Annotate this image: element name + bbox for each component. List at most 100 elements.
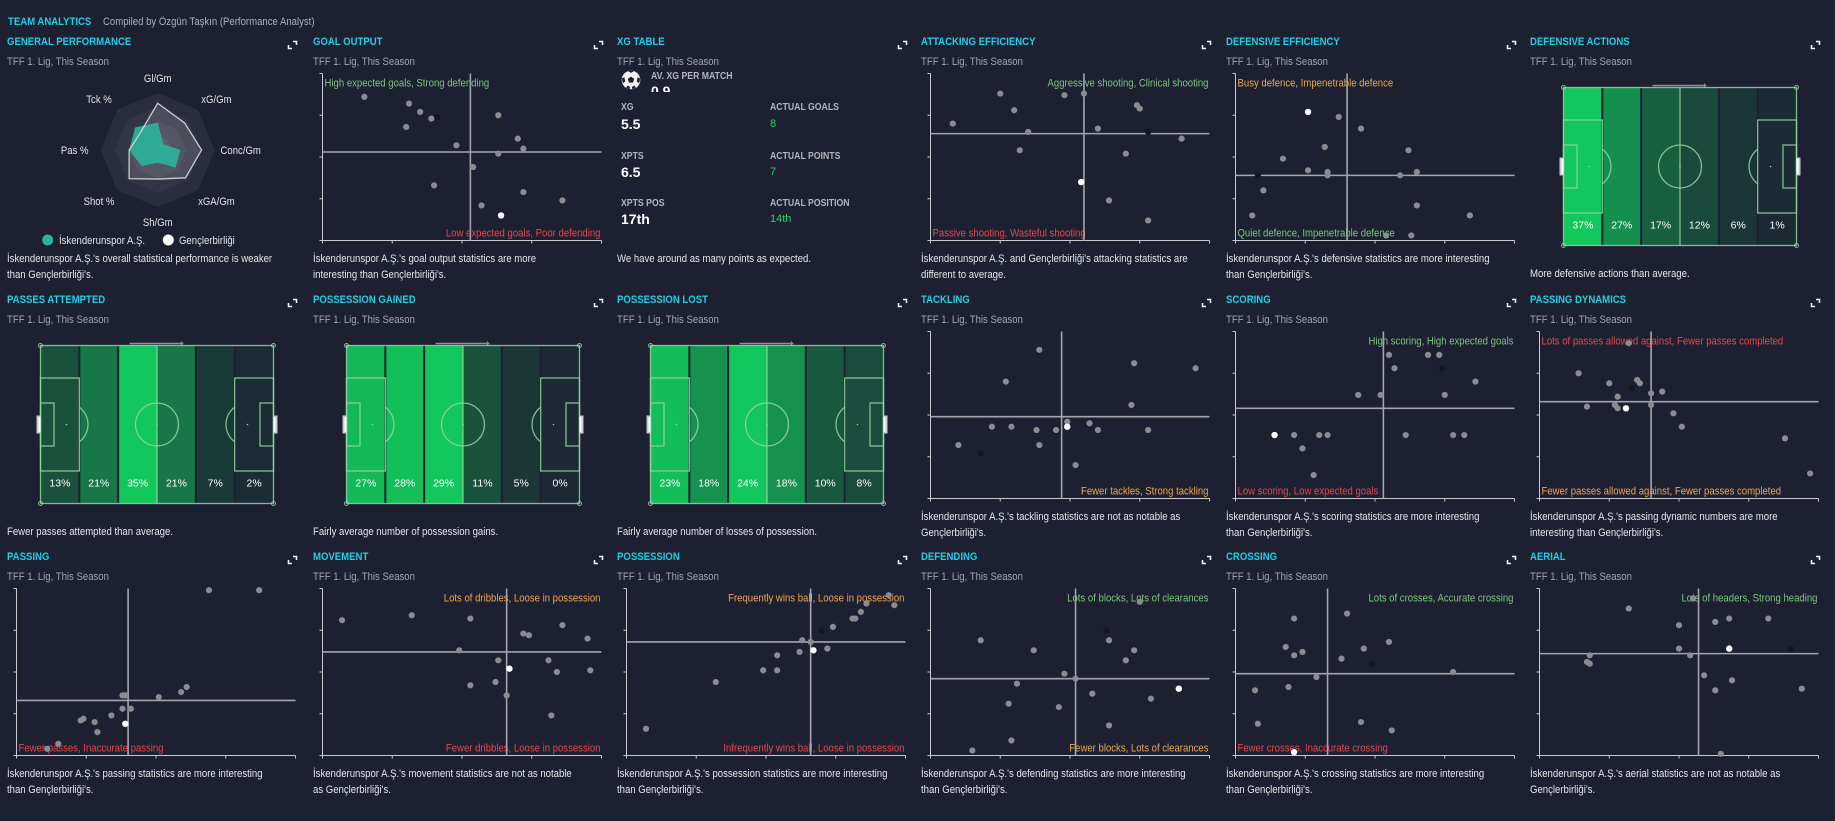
scatter-point[interactable] — [1105, 197, 1113, 204]
pitch-zone[interactable] — [462, 345, 502, 504]
scatter-point[interactable] — [1450, 668, 1457, 676]
scatter-point[interactable] — [1136, 105, 1143, 112]
scatter-point[interactable] — [1094, 426, 1101, 434]
expand-button[interactable] — [287, 555, 298, 565]
scatter-point[interactable] — [338, 617, 346, 624]
scatter-point[interactable] — [122, 692, 129, 699]
scatter-point[interactable] — [1385, 638, 1393, 646]
scatter-point[interactable] — [1391, 365, 1398, 372]
scatter-point[interactable] — [949, 120, 956, 127]
scatter-point[interactable] — [1338, 655, 1345, 662]
scatter-point[interactable] — [44, 745, 51, 752]
scatter-point[interactable] — [1586, 652, 1593, 659]
scatter-point[interactable] — [1131, 360, 1138, 367]
expand-button[interactable] — [1506, 298, 1517, 308]
scatter-point[interactable] — [1147, 695, 1155, 702]
scatter-point[interactable] — [1011, 107, 1018, 114]
scatter-point[interactable] — [1299, 648, 1306, 656]
scatter-point[interactable] — [1013, 680, 1021, 687]
scatter-point[interactable] — [1765, 615, 1772, 622]
pitch-zone[interactable] — [1640, 87, 1680, 246]
scatter-point[interactable] — [1659, 388, 1666, 395]
scatter-point[interactable] — [1606, 380, 1613, 387]
scatter-point[interactable] — [1377, 391, 1384, 399]
scatter-point[interactable] — [1016, 147, 1023, 154]
expand-icon[interactable] — [897, 40, 908, 50]
expand-button[interactable] — [287, 298, 298, 308]
scatter-point-highlight[interactable] — [1622, 405, 1630, 412]
scatter-point[interactable] — [988, 423, 995, 430]
pitch-zone[interactable] — [1757, 87, 1796, 246]
expand-icon[interactable] — [897, 555, 908, 565]
scatter-point[interactable] — [1086, 420, 1093, 427]
scatter-point[interactable] — [829, 623, 837, 631]
scatter-point[interactable] — [1402, 431, 1409, 439]
pitch-zone[interactable] — [346, 345, 385, 504]
expand-button[interactable] — [897, 555, 908, 565]
scatter-point[interactable] — [183, 683, 190, 691]
scatter-point[interactable] — [1807, 470, 1814, 477]
scatter-point[interactable] — [1145, 217, 1152, 224]
scatter-point[interactable] — [1625, 605, 1632, 612]
scatter-point[interactable] — [127, 705, 134, 712]
scatter-point[interactable] — [1357, 719, 1365, 726]
expand-button[interactable] — [897, 40, 908, 50]
expand-icon[interactable] — [897, 298, 908, 308]
pitch-zone[interactable] — [423, 345, 463, 504]
scatter-point-highlight[interactable] — [1064, 423, 1071, 430]
scatter-point[interactable] — [1586, 660, 1593, 667]
pitch-zone[interactable] — [727, 345, 767, 504]
expand-icon[interactable] — [1810, 555, 1821, 565]
scatter-point-dark[interactable] — [433, 113, 440, 121]
scatter-point[interactable] — [1388, 727, 1395, 734]
expand-icon[interactable] — [287, 40, 298, 50]
scatter-point[interactable] — [1105, 637, 1113, 644]
scatter-point[interactable] — [428, 115, 435, 122]
scatter-point[interactable] — [796, 648, 803, 656]
scatter-point[interactable] — [857, 608, 864, 615]
scatter-point[interactable] — [431, 182, 438, 189]
scatter-point[interactable] — [559, 197, 566, 204]
scatter-point[interactable] — [1321, 143, 1328, 151]
scatter-point[interactable] — [1798, 685, 1805, 692]
pitch-zone[interactable] — [540, 345, 579, 504]
scatter-point[interactable] — [1461, 431, 1468, 439]
expand-icon[interactable] — [593, 298, 604, 308]
scatter-point[interactable] — [1335, 113, 1342, 121]
scatter-point[interactable] — [885, 592, 892, 599]
scatter-point[interactable] — [1670, 410, 1677, 417]
scatter-point[interactable] — [548, 712, 555, 719]
scatter-point[interactable] — [91, 719, 98, 726]
scatter-point[interactable] — [1728, 677, 1736, 684]
expand-icon[interactable] — [1810, 298, 1821, 308]
expand-button[interactable] — [593, 40, 604, 50]
scatter-point[interactable] — [1282, 643, 1289, 651]
scatter-point[interactable] — [760, 667, 767, 674]
scatter-point[interactable] — [1260, 187, 1267, 194]
scatter-point[interactable] — [495, 657, 502, 664]
scatter-point-highlight[interactable] — [497, 212, 505, 219]
scatter-point[interactable] — [525, 632, 533, 639]
scatter-point[interactable] — [1472, 378, 1479, 385]
scatter-point[interactable] — [1575, 370, 1582, 377]
scatter-point[interactable] — [1285, 683, 1292, 691]
scatter-point-dark[interactable] — [1145, 128, 1152, 136]
expand-button[interactable] — [1810, 555, 1821, 565]
pitch-zone[interactable] — [384, 345, 424, 504]
expand-button[interactable] — [1810, 40, 1821, 50]
scatter-point-highlight[interactable] — [1077, 178, 1085, 186]
scatter-point[interactable] — [361, 93, 368, 100]
scatter-point[interactable] — [553, 668, 560, 676]
expand-button[interactable] — [897, 298, 908, 308]
scatter-point[interactable] — [1299, 445, 1306, 452]
scatter-point[interactable] — [1122, 657, 1129, 664]
expand-button[interactable] — [1506, 40, 1517, 50]
scatter-point[interactable] — [1360, 645, 1367, 652]
scatter-point[interactable] — [1313, 673, 1320, 681]
scatter-point[interactable] — [807, 638, 814, 646]
scatter-point[interactable] — [1408, 232, 1415, 239]
scatter-point[interactable] — [1008, 423, 1015, 430]
scatter-point[interactable] — [1450, 431, 1457, 439]
scatter-point[interactable] — [1383, 232, 1390, 239]
scatter-point-dark[interactable] — [818, 627, 825, 634]
